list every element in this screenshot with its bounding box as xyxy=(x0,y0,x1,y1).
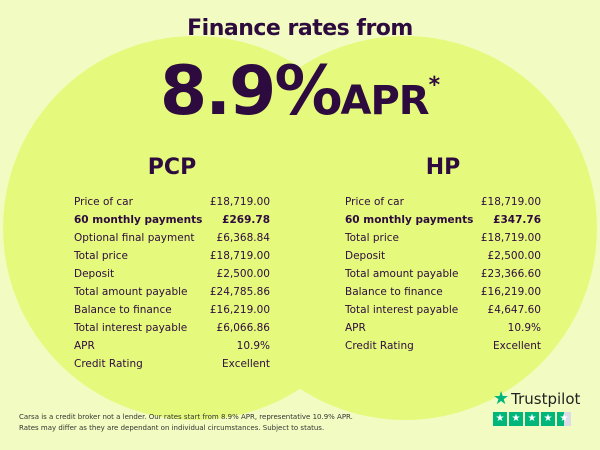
rating-star-icon: ★ xyxy=(525,412,539,426)
row-value: £6,066.86 xyxy=(216,322,270,334)
row-label: Optional final payment xyxy=(74,232,195,244)
row-value: 10.9% xyxy=(507,322,541,334)
table-row: Deposit £2,500.00 xyxy=(345,247,541,265)
asterisk: * xyxy=(428,73,441,98)
table-row: Total interest payable £4,647.60 xyxy=(345,301,541,319)
rating-star-icon: ★ xyxy=(493,412,507,426)
rating-star-icon: ★ xyxy=(509,412,523,426)
decorative-circle-right xyxy=(213,36,597,420)
table-row: Total price £18,719.00 xyxy=(74,247,270,265)
table-row: Total interest payable £6,066.86 xyxy=(74,319,270,337)
rating-star-icon: ★ xyxy=(557,412,571,426)
trustpilot-name: Trustpilot xyxy=(511,389,581,408)
row-value: £6,368.84 xyxy=(216,232,270,244)
table-row: Total price £18,719.00 xyxy=(345,229,541,247)
hp-table: HP Price of car £18,719.00 60 monthly paym… xyxy=(345,155,541,355)
table-row: 60 monthly payments £269.78 xyxy=(74,211,270,229)
table-row: Price of car £18,719.00 xyxy=(345,193,541,211)
row-value: £18,719.00 xyxy=(209,250,270,262)
row-value: Excellent xyxy=(493,340,541,352)
row-label: Balance to finance xyxy=(345,286,443,298)
row-label: Price of car xyxy=(74,196,133,208)
row-label: Total amount payable xyxy=(74,286,188,298)
row-label: 60 monthly payments xyxy=(345,214,474,226)
trustpilot-rating: ★ ★ ★ ★ ★ xyxy=(493,412,580,426)
table-row: APR 10.9% xyxy=(345,319,541,337)
row-value: £269.78 xyxy=(222,214,270,226)
row-label: Total price xyxy=(345,232,399,244)
row-label: Balance to finance xyxy=(74,304,172,316)
row-value: £18,719.00 xyxy=(480,196,541,208)
row-label: 60 monthly payments xyxy=(74,214,203,226)
hp-title: HP xyxy=(425,155,461,180)
row-label: Price of car xyxy=(345,196,404,208)
table-row: Price of car £18,719.00 xyxy=(74,193,270,211)
apr-label: APR xyxy=(340,78,430,124)
table-row: Total amount payable £23,366.60 xyxy=(345,265,541,283)
table-row: Credit Rating Excellent xyxy=(345,337,541,355)
apr-headline: 8.9%APR* xyxy=(0,52,600,131)
row-label: Deposit xyxy=(74,268,115,280)
row-label: Credit Rating xyxy=(74,358,143,370)
table-row: Total amount payable £24,785.86 xyxy=(74,283,270,301)
row-label: Total amount payable xyxy=(345,268,459,280)
rating-star-icon: ★ xyxy=(541,412,555,426)
row-label: Credit Rating xyxy=(345,340,414,352)
row-label: APR xyxy=(345,322,366,334)
row-value: £4,647.60 xyxy=(487,304,541,316)
disclaimer: Carsa is a credit broker not a lender. O… xyxy=(19,412,353,434)
row-label: APR xyxy=(74,340,95,352)
apr-rate: 8.9% xyxy=(159,52,343,131)
trustpilot-badge: ★ Trustpilot ★ ★ ★ ★ ★ xyxy=(493,388,580,426)
row-value: £347.76 xyxy=(493,214,541,226)
row-value: £16,219.00 xyxy=(209,304,270,316)
disclaimer-line-2: Rates may differ as they are dependant o… xyxy=(19,424,325,432)
row-value: £2,500.00 xyxy=(487,250,541,262)
row-value: £18,719.00 xyxy=(480,232,541,244)
row-label: Total interest payable xyxy=(74,322,188,334)
table-row: Deposit £2,500.00 xyxy=(74,265,270,283)
row-value: Excellent xyxy=(222,358,270,370)
star-icon: ★ xyxy=(493,388,510,409)
row-value: 10.9% xyxy=(236,340,270,352)
row-value: £16,219.00 xyxy=(480,286,541,298)
row-label: Total price xyxy=(74,250,128,262)
table-row: Balance to finance £16,219.00 xyxy=(345,283,541,301)
row-label: Total interest payable xyxy=(345,304,459,316)
row-value: £24,785.86 xyxy=(209,286,270,298)
row-value: £23,366.60 xyxy=(480,268,541,280)
table-row: Credit Rating Excellent xyxy=(74,355,270,373)
row-value: £18,719.00 xyxy=(209,196,270,208)
row-label: Deposit xyxy=(345,250,386,262)
disclaimer-line-1: Carsa is a credit broker not a lender. O… xyxy=(19,413,353,421)
table-row: Optional final payment £6,368.84 xyxy=(74,229,270,247)
headline: Finance rates from xyxy=(187,16,413,41)
row-value: £2,500.00 xyxy=(216,268,270,280)
pcp-table: PCP Price of car £18,719.00 60 monthly pay… xyxy=(74,155,270,373)
table-row: Balance to finance £16,219.00 xyxy=(74,301,270,319)
pcp-title: PCP xyxy=(147,155,197,180)
table-row: 60 monthly payments £347.76 xyxy=(345,211,541,229)
table-row: APR 10.9% xyxy=(74,337,270,355)
